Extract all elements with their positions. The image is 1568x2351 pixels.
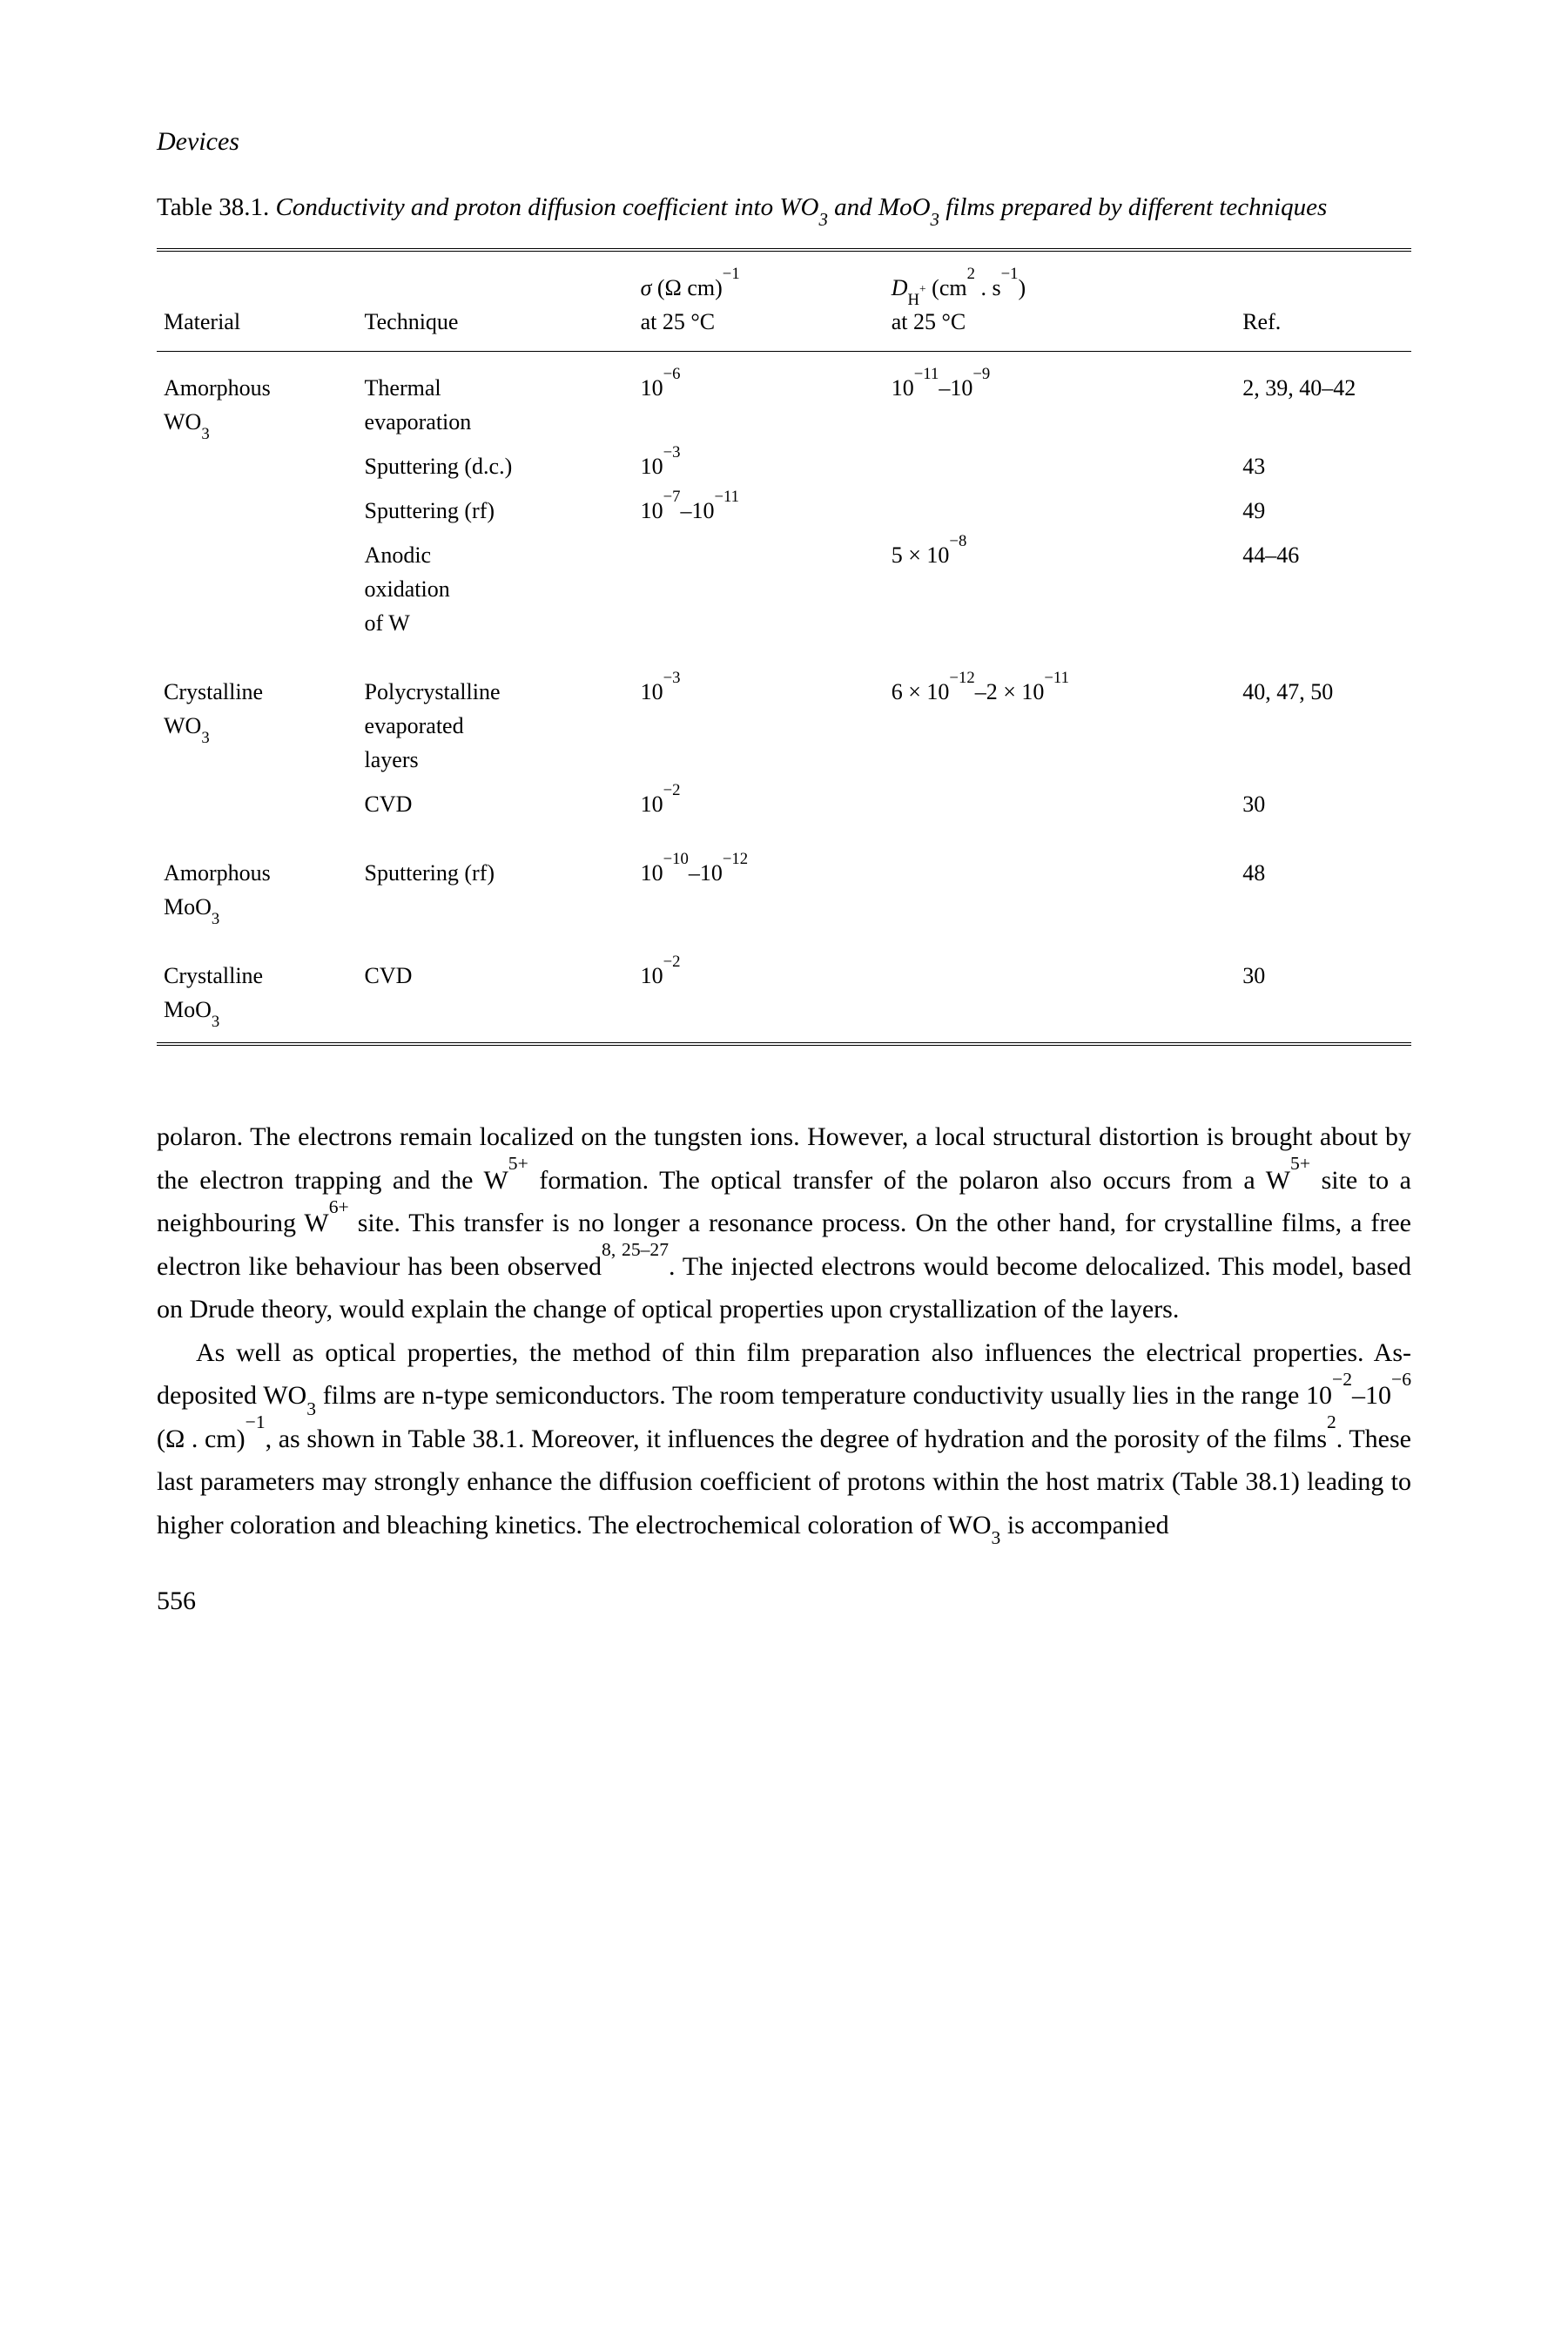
cell-material: AmorphousMoO3 bbox=[157, 837, 358, 940]
table-row: Sputtering (d.c.) 10−3 43 bbox=[157, 444, 1411, 488]
cell-technique: Sputtering (rf) bbox=[358, 837, 634, 940]
caption-text: Conductivity and proton diffusion coeffi… bbox=[269, 193, 779, 221]
table-row: AmorphousMoO3 Sputtering (rf) 10−10–10−1… bbox=[157, 837, 1411, 940]
cell-ref: 30 bbox=[1235, 782, 1411, 837]
cell-ref: 43 bbox=[1235, 444, 1411, 488]
conductivity-table: Material Technique σ (Ω cm)−1 at 25 °C D… bbox=[157, 248, 1411, 1046]
table-row: CrystallineWO3 Polycrystallineevaporated… bbox=[157, 656, 1411, 782]
sigma-header-line2: at 25 °C bbox=[641, 309, 716, 334]
cell-d: 5 × 10−8 bbox=[885, 533, 1235, 656]
d-header-line2: at 25 °C bbox=[892, 309, 966, 334]
cell-sigma: 10−7–10−11 bbox=[634, 488, 885, 533]
section-heading: Devices bbox=[157, 122, 1411, 161]
table-row: Sputtering (rf) 10−7–10−11 49 bbox=[157, 488, 1411, 533]
paragraph-2: As well as optical properties, the metho… bbox=[157, 1331, 1411, 1547]
cell-sigma: 10−2 bbox=[634, 782, 885, 837]
cell-sigma: 10−10–10−12 bbox=[634, 837, 885, 940]
table-row: Anodicoxidationof W 5 × 10−8 44–46 bbox=[157, 533, 1411, 656]
superscript-ref: 8, 25–27 bbox=[602, 1239, 669, 1260]
table-row: CrystallineMoO3 CVD 10−2 30 bbox=[157, 940, 1411, 1044]
cell-sigma: 10−3 bbox=[634, 444, 885, 488]
caption-formula-moo3: MoO3 bbox=[878, 193, 939, 221]
cell-ref: 49 bbox=[1235, 488, 1411, 533]
d-header-line1: DH+ (cm2 . s−1) bbox=[892, 275, 1026, 300]
cell-d bbox=[885, 837, 1235, 940]
col-header-technique: Technique bbox=[358, 250, 634, 352]
cell-d bbox=[885, 940, 1235, 1044]
subscript: 3 bbox=[992, 1527, 1001, 1548]
col-header-ref: Ref. bbox=[1235, 250, 1411, 352]
caption-text: and bbox=[828, 193, 878, 221]
cell-material bbox=[157, 444, 358, 488]
cell-technique: Polycrystallineevaporatedlayers bbox=[358, 656, 634, 782]
sigma-header-line1: σ (Ω cm)−1 bbox=[641, 275, 740, 300]
cell-material: CrystallineMoO3 bbox=[157, 940, 358, 1044]
cell-technique: Sputtering (rf) bbox=[358, 488, 634, 533]
cell-material bbox=[157, 488, 358, 533]
cell-sigma: 10−2 bbox=[634, 940, 885, 1044]
table-caption-desc: Conductivity and proton diffusion coeffi… bbox=[269, 193, 1327, 221]
superscript: −2 bbox=[1332, 1369, 1352, 1390]
cell-material bbox=[157, 533, 358, 656]
cell-d bbox=[885, 782, 1235, 837]
page-number: 556 bbox=[157, 1581, 1411, 1620]
cell-d: 6 × 10−12–2 × 10−11 bbox=[885, 656, 1235, 782]
cell-ref: 48 bbox=[1235, 837, 1411, 940]
col-header-d: DH+ (cm2 . s−1) at 25 °C bbox=[885, 250, 1235, 352]
cell-d bbox=[885, 488, 1235, 533]
cell-sigma: 10−3 bbox=[634, 656, 885, 782]
caption-text: films prepared by different techniques bbox=[939, 193, 1327, 221]
superscript: −6 bbox=[1391, 1369, 1411, 1390]
cell-d: 10−11–10−9 bbox=[885, 352, 1235, 445]
cell-sigma: 10−6 bbox=[634, 352, 885, 445]
table-row: AmorphousWO3 Thermalevaporation 10−6 10−… bbox=[157, 352, 1411, 445]
cell-sigma bbox=[634, 533, 885, 656]
subscript: 3 bbox=[306, 1398, 316, 1419]
cell-material: CrystallineWO3 bbox=[157, 656, 358, 782]
cell-material bbox=[157, 782, 358, 837]
cell-technique: Thermalevaporation bbox=[358, 352, 634, 445]
cell-ref: 2, 39, 40–42 bbox=[1235, 352, 1411, 445]
cell-material: AmorphousWO3 bbox=[157, 352, 358, 445]
cell-technique: CVD bbox=[358, 782, 634, 837]
superscript: 6+ bbox=[329, 1196, 349, 1217]
paragraph-1: polaron. The electrons remain localized … bbox=[157, 1115, 1411, 1331]
cell-ref: 30 bbox=[1235, 940, 1411, 1044]
body-text-span: (Ω . cm) bbox=[157, 1425, 246, 1453]
cell-technique: Anodicoxidationof W bbox=[358, 533, 634, 656]
cell-ref: 44–46 bbox=[1235, 533, 1411, 656]
superscript: 5+ bbox=[508, 1153, 528, 1174]
body-text-span: is accompanied bbox=[1000, 1511, 1168, 1539]
body-text: polaron. The electrons remain localized … bbox=[157, 1115, 1411, 1546]
table-row: CVD 10−2 30 bbox=[157, 782, 1411, 837]
superscript: 5+ bbox=[1290, 1153, 1310, 1174]
body-text-span: , as shown in Table 38.1. Moreover, it i… bbox=[266, 1425, 1327, 1453]
cell-ref: 40, 47, 50 bbox=[1235, 656, 1411, 782]
body-text-span: –10 bbox=[1352, 1381, 1391, 1410]
col-header-material: Material bbox=[157, 250, 358, 352]
cell-technique: CVD bbox=[358, 940, 634, 1044]
caption-formula-wo3: WO3 bbox=[779, 193, 828, 221]
superscript: −1 bbox=[246, 1411, 266, 1432]
col-header-sigma: σ (Ω cm)−1 at 25 °C bbox=[634, 250, 885, 352]
body-text-span: formation. The optical transfer of the p… bbox=[528, 1166, 1290, 1195]
superscript-ref: 2 bbox=[1327, 1411, 1336, 1432]
table-caption-label: Table 38.1. bbox=[157, 193, 269, 221]
body-text-span: films are n-type semiconductors. The roo… bbox=[316, 1381, 1332, 1410]
cell-technique: Sputtering (d.c.) bbox=[358, 444, 634, 488]
cell-d bbox=[885, 444, 1235, 488]
table-caption: Table 38.1. Conductivity and proton diff… bbox=[157, 187, 1411, 227]
